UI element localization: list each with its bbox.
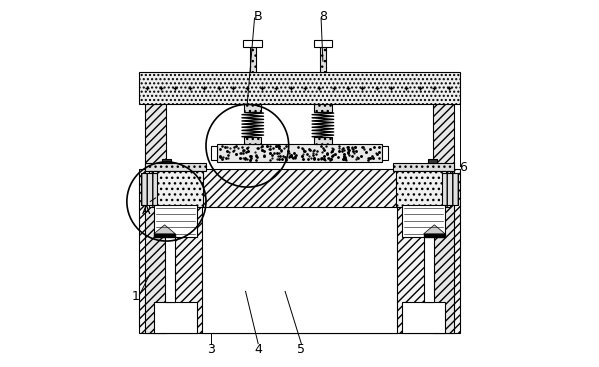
- Bar: [314, 104, 331, 112]
- Bar: [433, 85, 454, 333]
- Bar: [145, 85, 166, 333]
- Bar: [141, 173, 157, 205]
- Bar: [382, 146, 388, 160]
- Bar: [250, 47, 256, 72]
- Bar: [202, 207, 397, 333]
- Bar: [154, 302, 197, 333]
- Bar: [154, 205, 197, 237]
- Bar: [396, 171, 450, 207]
- Bar: [314, 138, 331, 144]
- Bar: [149, 171, 203, 207]
- Text: 1: 1: [132, 290, 140, 303]
- Bar: [244, 138, 261, 144]
- Bar: [402, 205, 445, 237]
- Bar: [162, 159, 171, 163]
- Bar: [320, 47, 326, 72]
- Bar: [217, 144, 382, 162]
- Text: 8: 8: [319, 10, 327, 23]
- Polygon shape: [154, 234, 176, 237]
- Polygon shape: [154, 225, 176, 234]
- Text: 4: 4: [254, 343, 262, 356]
- Text: B: B: [254, 10, 262, 23]
- Text: A: A: [143, 204, 151, 217]
- Bar: [145, 163, 206, 171]
- Bar: [428, 159, 437, 163]
- Text: 6: 6: [459, 161, 467, 174]
- Bar: [313, 40, 332, 47]
- Bar: [243, 40, 262, 47]
- Bar: [140, 169, 459, 333]
- Bar: [402, 302, 445, 333]
- Bar: [140, 72, 459, 104]
- Bar: [165, 236, 176, 302]
- Bar: [393, 163, 454, 171]
- Text: 5: 5: [297, 343, 305, 356]
- Polygon shape: [423, 234, 445, 237]
- Text: 3: 3: [207, 343, 215, 356]
- Bar: [244, 104, 261, 112]
- Bar: [442, 173, 458, 205]
- Polygon shape: [423, 225, 445, 234]
- Bar: [211, 146, 217, 160]
- Bar: [423, 236, 434, 302]
